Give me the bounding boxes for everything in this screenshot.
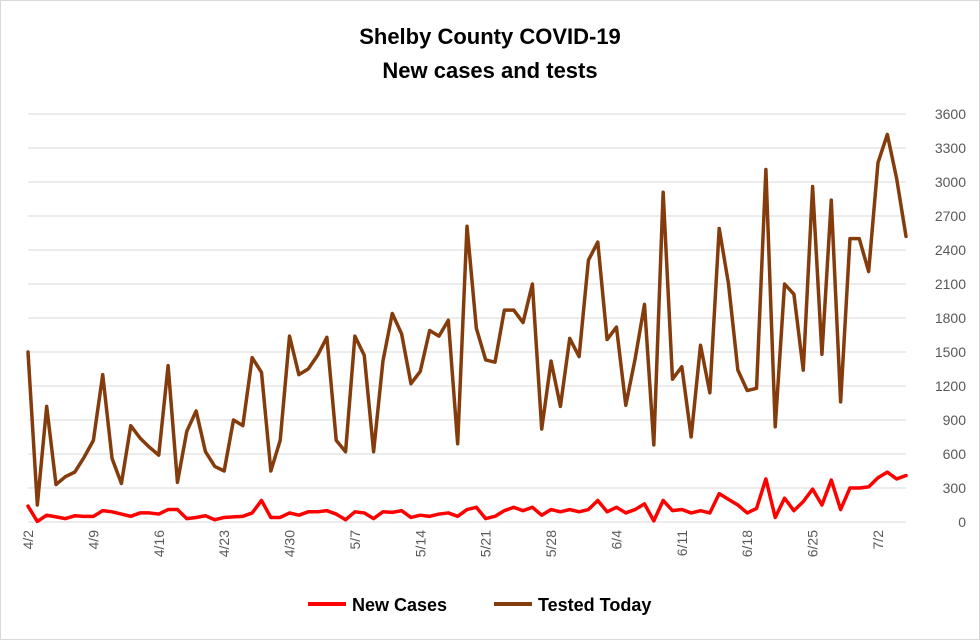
x-tick-label: 5/7 bbox=[347, 530, 363, 550]
x-tick-label: 5/28 bbox=[543, 530, 559, 557]
y-axis-tick-labels: 0 300 600 900 1200 1500 1800 2100 2400 2700 3000 33… bbox=[935, 106, 966, 530]
chart-subtitle: New cases and tests bbox=[382, 58, 597, 83]
legend-label-new-cases: New Cases bbox=[352, 595, 447, 615]
y-tick-label: 3000 bbox=[935, 174, 966, 190]
y-tick-label: 3600 bbox=[935, 106, 966, 122]
x-tick-label: 4/9 bbox=[85, 530, 101, 550]
x-tick-label: 4/30 bbox=[282, 530, 298, 557]
y-tick-label: 2700 bbox=[935, 208, 966, 224]
y-tick-label: 0 bbox=[958, 514, 966, 530]
y-tick-label: 900 bbox=[943, 412, 967, 428]
series-lines bbox=[26, 132, 908, 524]
x-tick-label: 7/2 bbox=[870, 530, 886, 550]
y-tick-label: 600 bbox=[943, 446, 967, 462]
x-axis-tick-labels: 4/2 4/9 4/16 4/23 4/30 5/7 5/14 5/21 5/28 6/4 6/11… bbox=[20, 530, 886, 557]
y-tick-label: 300 bbox=[943, 480, 967, 496]
y-tick-label: 1200 bbox=[935, 378, 966, 394]
y-tick-label: 1500 bbox=[935, 344, 966, 360]
y-tick-label: 3300 bbox=[935, 140, 966, 156]
chart-title: Shelby County COVID-19 bbox=[359, 24, 621, 49]
x-tick-label: 4/16 bbox=[151, 530, 167, 557]
series-line-new-cases bbox=[26, 470, 908, 524]
y-tick-label: 1800 bbox=[935, 310, 966, 326]
x-tick-label: 6/25 bbox=[805, 530, 821, 557]
x-tick-label: 4/23 bbox=[216, 530, 232, 557]
legend: New Cases Tested Today bbox=[308, 595, 651, 615]
x-tick-label: 5/21 bbox=[478, 530, 494, 557]
x-tick-label: 6/11 bbox=[674, 530, 690, 556]
x-tick-label: 6/18 bbox=[739, 530, 755, 557]
y-tick-label: 2400 bbox=[935, 242, 966, 258]
legend-label-tested-today: Tested Today bbox=[538, 595, 651, 615]
x-tick-label: 5/14 bbox=[412, 530, 428, 557]
y-tick-label: 2100 bbox=[935, 276, 966, 292]
x-tick-label: 6/4 bbox=[608, 530, 624, 550]
x-tick-label: 4/2 bbox=[20, 530, 36, 550]
series-line-tested-today bbox=[26, 132, 908, 507]
